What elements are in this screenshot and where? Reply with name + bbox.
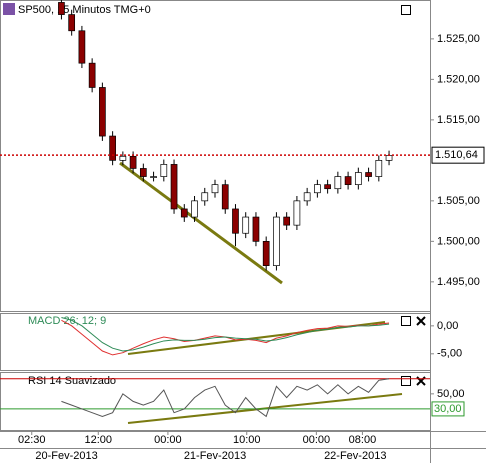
y-tick-label: -5,00 bbox=[437, 348, 462, 360]
y-tick-label: 1.525,00 bbox=[437, 33, 480, 45]
candle-body bbox=[150, 176, 157, 178]
candle-body bbox=[293, 200, 301, 226]
candle-body bbox=[78, 30, 86, 64]
candle-body bbox=[354, 172, 362, 186]
y-tick-label: 1.500,00 bbox=[437, 235, 480, 247]
candle-body bbox=[160, 164, 168, 177]
candle-body bbox=[88, 62, 96, 88]
candle-body bbox=[99, 87, 106, 137]
candle-body bbox=[334, 176, 342, 190]
x-tick-label: 00:00 bbox=[154, 434, 182, 446]
rsi-title: RSI 14 Suavizado bbox=[28, 375, 116, 387]
trend-line bbox=[119, 161, 283, 285]
y-tick-label: 1.520,00 bbox=[437, 73, 480, 85]
indicator-line bbox=[61, 316, 390, 352]
close-button[interactable] bbox=[416, 316, 426, 326]
y-tick-label: 50,00 bbox=[437, 388, 465, 400]
x-tick-label: 08:00 bbox=[349, 434, 377, 446]
date-label: 22-Fev-2013 bbox=[324, 450, 386, 462]
candle-body bbox=[283, 216, 291, 226]
price-label: 1.510,64 bbox=[435, 149, 478, 161]
x-tick-label: 12:00 bbox=[85, 434, 113, 446]
y-tick-label: 1.495,00 bbox=[437, 276, 480, 288]
maximize-button[interactable] bbox=[401, 5, 411, 15]
candle-body bbox=[129, 155, 137, 169]
y-tick-label: 1.505,00 bbox=[437, 195, 480, 207]
candle-body bbox=[385, 155, 393, 161]
level-label: 30,00 bbox=[434, 403, 462, 415]
candle-body bbox=[170, 164, 178, 210]
candle-body bbox=[180, 208, 188, 218]
price-label-box bbox=[431, 146, 485, 164]
candle-body bbox=[68, 14, 76, 32]
candle-body bbox=[191, 200, 198, 218]
candle-body bbox=[252, 216, 260, 242]
candle-body bbox=[221, 184, 229, 210]
y-tick-label: 1.515,00 bbox=[437, 114, 480, 126]
candle-body bbox=[232, 208, 239, 234]
date-label: 21-Fev-2013 bbox=[184, 450, 246, 462]
macd-title: MACD 26; 12; 9 bbox=[28, 315, 106, 327]
symbol-icon bbox=[3, 3, 15, 15]
x-tick-label: 02:30 bbox=[18, 434, 46, 446]
candle-body bbox=[365, 172, 372, 177]
y-tick-label: 0,00 bbox=[437, 320, 458, 332]
candle-body bbox=[119, 155, 127, 161]
candle-body bbox=[344, 176, 352, 186]
candle-body bbox=[211, 184, 219, 194]
candle-body bbox=[303, 192, 311, 202]
chart-title: SP500, 15 Minutos TMG+0 bbox=[18, 4, 151, 16]
candle-body bbox=[324, 184, 331, 190]
candle-body bbox=[242, 216, 250, 234]
candle-body bbox=[201, 192, 209, 202]
candle-body bbox=[139, 168, 147, 177]
maximize-button[interactable] bbox=[401, 316, 411, 326]
x-tick-label: 00:00 bbox=[303, 434, 331, 446]
indicator-line bbox=[61, 378, 390, 418]
x-tick-label: 10:00 bbox=[233, 434, 261, 446]
maximize-button[interactable] bbox=[401, 376, 411, 386]
candle-body bbox=[375, 160, 383, 177]
candle-body bbox=[109, 135, 116, 161]
level-label-box bbox=[431, 401, 465, 417]
candle-body bbox=[262, 240, 270, 266]
date-label: 20-Fev-2013 bbox=[35, 450, 97, 462]
candle-body bbox=[58, 2, 65, 15]
candle-body bbox=[273, 216, 280, 266]
candle-body bbox=[314, 184, 321, 194]
